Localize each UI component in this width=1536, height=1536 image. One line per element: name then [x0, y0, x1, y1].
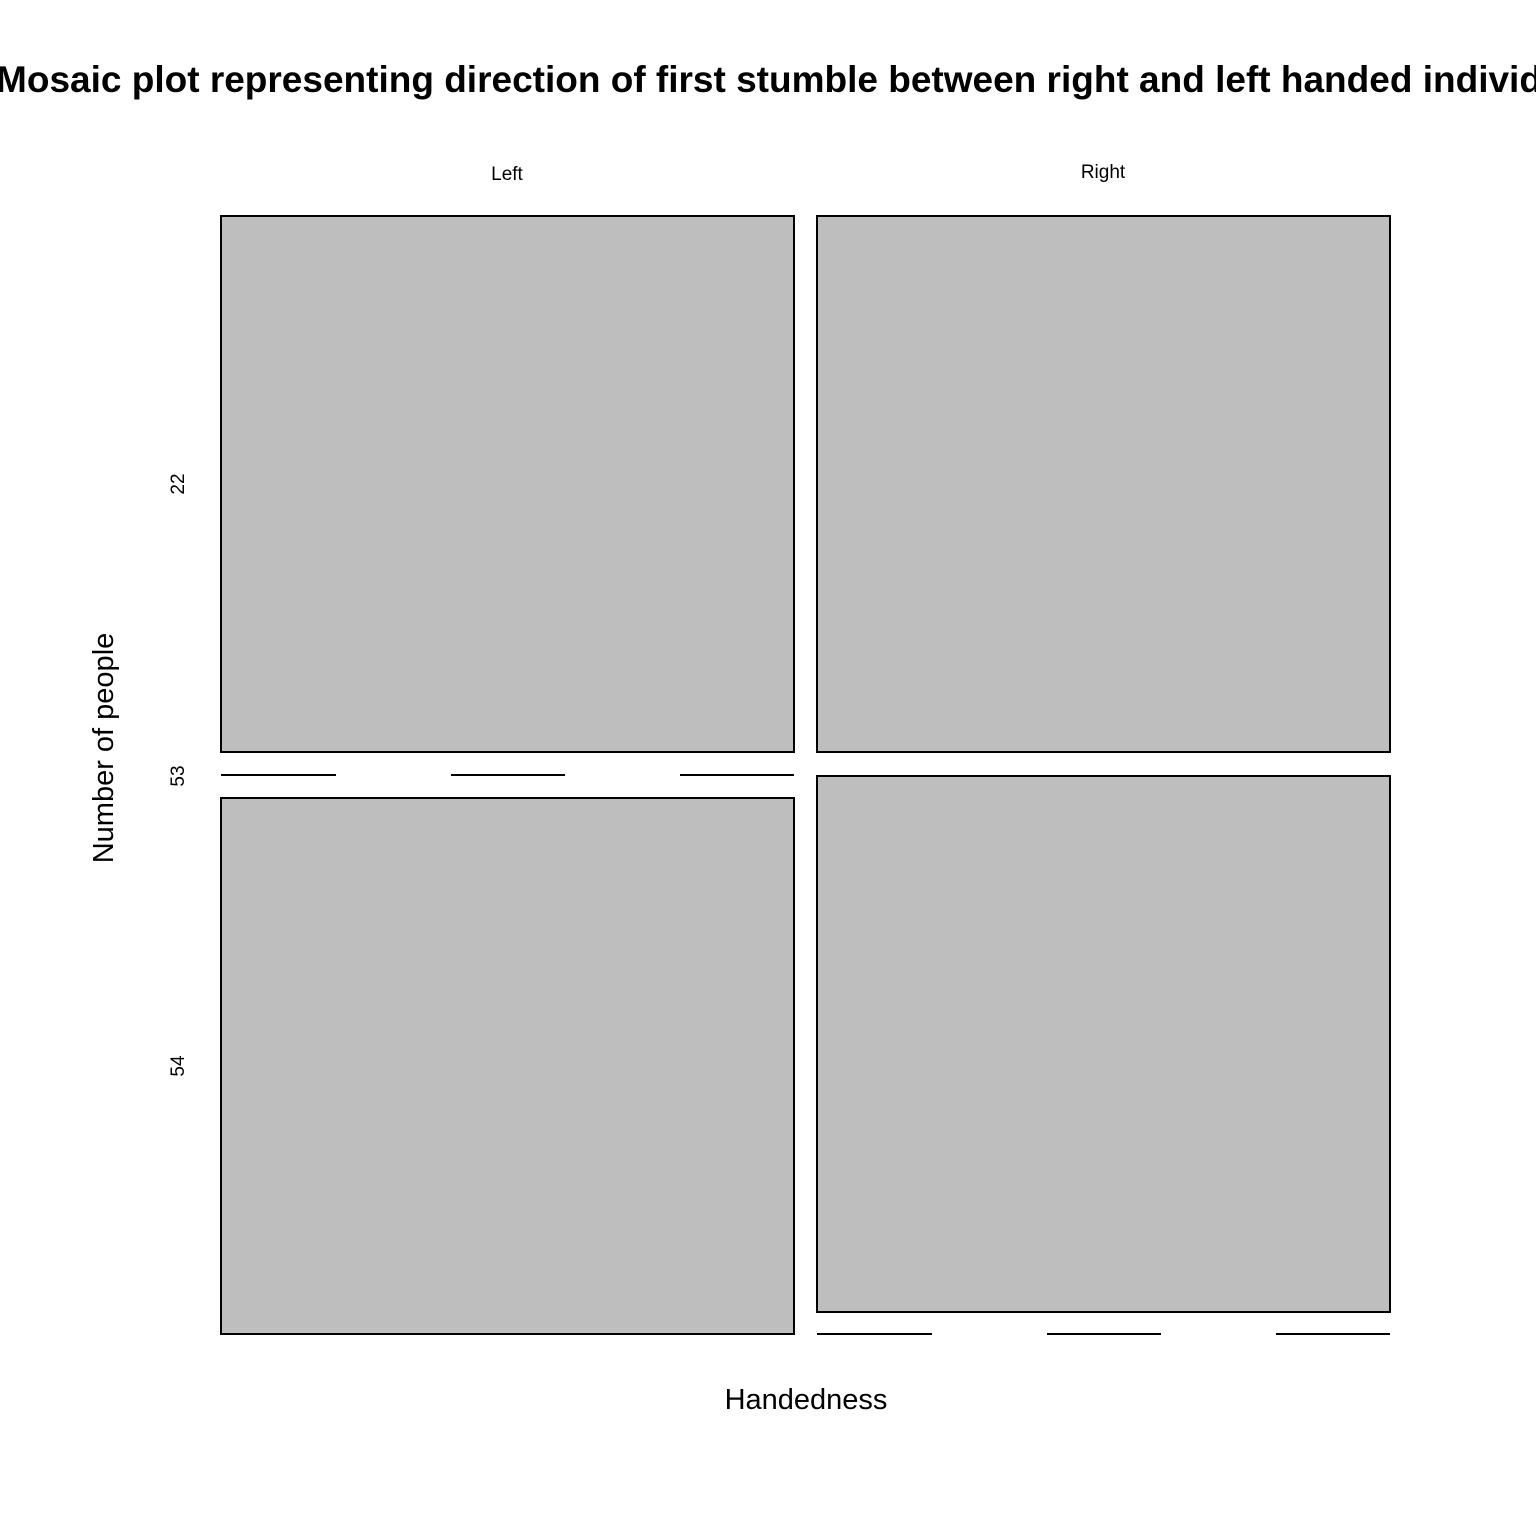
y-category-label-53: 53	[168, 765, 189, 786]
x-category-label-right: Right	[1081, 162, 1126, 183]
y-category-label-22: 22	[168, 473, 189, 494]
x-category-label-left: Left	[491, 164, 523, 185]
mosaic-cell-left-bottom	[220, 797, 795, 1335]
mosaic-cell-right-top	[816, 215, 1391, 753]
y-category-label-54: 54	[168, 1055, 189, 1077]
mosaic-cell-right-bottom	[816, 775, 1391, 1313]
mosaic-cell-left-top	[220, 215, 795, 753]
chart-title: Mosaic plot representing direction of fi…	[0, 59, 1536, 100]
mosaic-cells	[220, 215, 1391, 1335]
y-axis-title: Number of people	[88, 633, 120, 864]
x-axis-title: Handedness	[725, 1384, 888, 1416]
